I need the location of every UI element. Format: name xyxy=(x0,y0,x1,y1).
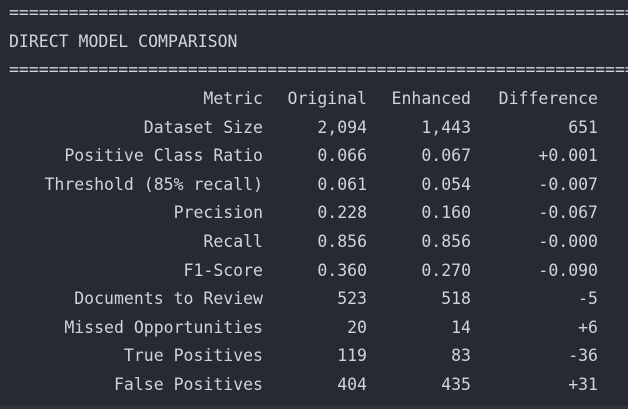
cell-metric: Recall xyxy=(203,231,263,251)
table-row: Positive Class Ratio 0.066 0.067 +0.001 xyxy=(0,145,628,167)
cell-original: 404 xyxy=(337,374,367,394)
table-row: Documents to Review 523 518 -5 xyxy=(0,288,628,310)
cell-metric: Dataset Size xyxy=(143,117,263,137)
cell-difference: +6 xyxy=(578,317,598,337)
table-row: Dataset Size 2,094 1,443 651 xyxy=(0,117,628,139)
table-row: False Positives 404 435 +31 xyxy=(0,374,628,396)
cell-difference: 651 xyxy=(568,117,598,137)
cell-original: 523 xyxy=(337,289,367,309)
cell-enhanced: 1,443 xyxy=(421,117,471,137)
cell-metric: True Positives xyxy=(123,346,263,366)
cell-metric: F1-Score xyxy=(183,260,263,280)
cell-difference: +0.001 xyxy=(538,146,598,166)
separator-rule-bottom: ========================================… xyxy=(9,60,628,79)
table-row: Recall 0.856 0.856 -0.000 xyxy=(0,231,628,253)
cell-metric: False Positives xyxy=(113,374,263,394)
terminal-bottom-edge xyxy=(0,406,628,409)
header-difference: Difference xyxy=(498,89,598,108)
header-metric: Metric xyxy=(203,89,263,108)
cell-enhanced: 518 xyxy=(441,289,471,309)
cell-difference: -0.000 xyxy=(538,231,598,251)
cell-difference: -0.007 xyxy=(538,174,598,194)
cell-metric: Positive Class Ratio xyxy=(64,146,263,166)
cell-metric: Precision xyxy=(173,203,263,223)
table-row: Missed Opportunities 20 14 +6 xyxy=(0,317,628,339)
report-title: DIRECT MODEL COMPARISON xyxy=(9,32,238,51)
cell-enhanced: 0.856 xyxy=(421,231,471,251)
cell-difference: -0.067 xyxy=(538,203,598,223)
cell-difference: +31 xyxy=(568,374,598,394)
header-enhanced: Enhanced xyxy=(391,89,471,108)
cell-enhanced: 0.160 xyxy=(421,203,471,223)
table-row: F1-Score 0.360 0.270 -0.090 xyxy=(0,260,628,282)
cell-difference: -36 xyxy=(568,346,598,366)
cell-enhanced: 14 xyxy=(451,317,471,337)
cell-metric: Documents to Review xyxy=(74,289,263,309)
cell-difference: -5 xyxy=(578,289,598,309)
cell-enhanced: 83 xyxy=(451,346,471,366)
header-original: Original xyxy=(287,89,367,108)
cell-difference: -0.090 xyxy=(538,260,598,280)
cell-original: 0.856 xyxy=(317,231,367,251)
cell-original: 0.066 xyxy=(317,146,367,166)
cell-original: 0.228 xyxy=(317,203,367,223)
separator-rule-top: ========================================… xyxy=(9,3,628,22)
table-row: Threshold (85% recall) 0.061 0.054 -0.007 xyxy=(0,174,628,196)
table-row: True Positives 119 83 -36 xyxy=(0,345,628,367)
cell-enhanced: 435 xyxy=(441,374,471,394)
table-header-row: Metric Original Enhanced Difference xyxy=(0,88,628,110)
cell-metric: Threshold (85% recall) xyxy=(44,174,263,194)
cell-original: 0.061 xyxy=(317,174,367,194)
cell-original: 0.360 xyxy=(317,260,367,280)
cell-original: 2,094 xyxy=(317,117,367,137)
cell-metric: Missed Opportunities xyxy=(64,317,263,337)
cell-original: 20 xyxy=(347,317,367,337)
cell-enhanced: 0.067 xyxy=(421,146,471,166)
cell-original: 119 xyxy=(337,346,367,366)
table-row: Precision 0.228 0.160 -0.067 xyxy=(0,202,628,224)
cell-enhanced: 0.054 xyxy=(421,174,471,194)
cell-enhanced: 0.270 xyxy=(421,260,471,280)
